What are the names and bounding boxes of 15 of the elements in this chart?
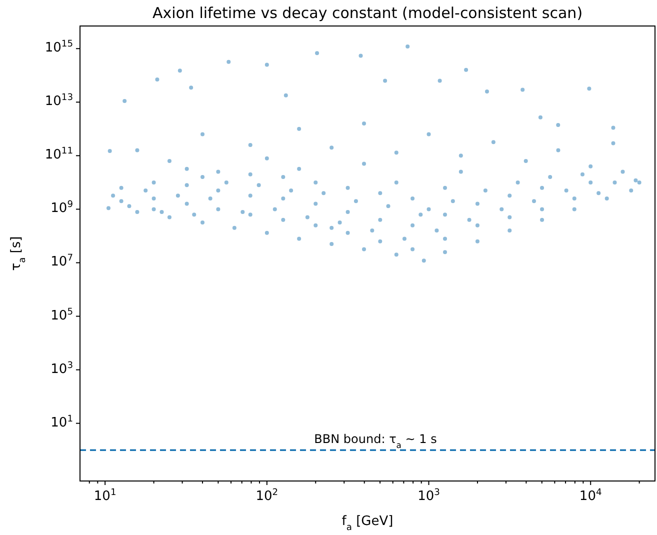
y-tick-label: 10$^{1}$ — [50, 414, 73, 430]
y-tick-label: 10$^{15}$ — [44, 40, 73, 56]
chart-title: Axion lifetime vs decay constant (model-consistent scan) — [152, 4, 583, 22]
y-tick-label: 10$^{7}$ — [50, 254, 74, 270]
x-axis-title: f$_{a}$ [GeV] — [342, 514, 394, 533]
y-tick-label: 10$^{11}$ — [44, 146, 73, 163]
x-tick-label: 10$^{1}$ — [94, 488, 116, 504]
x-tick-label: 10$^{3}$ — [418, 488, 440, 504]
y-tick-label: 10$^{9}$ — [50, 200, 74, 216]
ref-line-label: BBN bound: τ$_{a}$ ∼ 1 s — [314, 432, 437, 450]
x-tick-label: 10$^{4}$ — [579, 488, 602, 504]
y-tick-label: 10$^{5}$ — [50, 307, 73, 324]
x-tick-label: 10$^{2}$ — [256, 488, 278, 504]
y-tick-label: 10$^{13}$ — [44, 93, 74, 110]
y-tick-label: 10$^{3}$ — [50, 360, 74, 377]
